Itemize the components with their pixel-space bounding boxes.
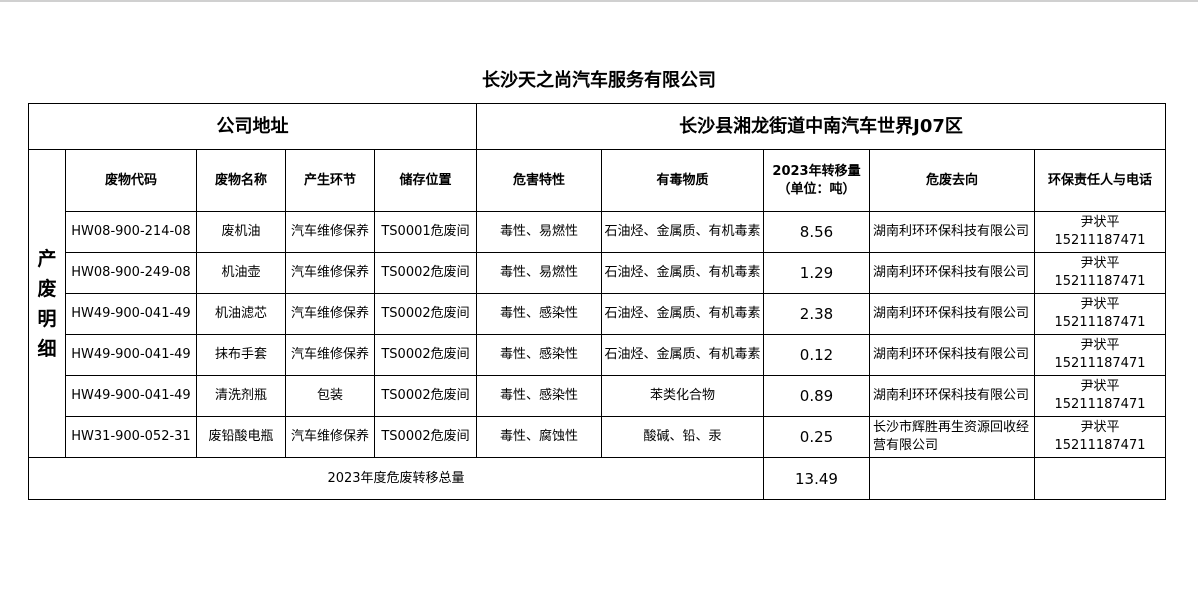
- cell-storage: TS0002危废间: [374, 375, 477, 417]
- cell-toxic: 石油烃、金属质、有机毒素: [601, 334, 764, 376]
- contact-phone: 15211187471: [1054, 438, 1146, 453]
- cell-dest: 湖南利环环保科技有限公司: [869, 334, 1035, 376]
- cell-code: HW31-900-052-31: [65, 416, 197, 458]
- cell-contact: 尹状平 15211187471: [1034, 252, 1166, 294]
- cell-storage: TS0002危废间: [374, 252, 477, 294]
- cell-hazard: 毒性、感染性: [476, 334, 602, 376]
- column-header: 2023年转移量（单位：吨）: [763, 149, 870, 212]
- cell-amount: 0.25: [763, 416, 870, 458]
- total-label: 2023年度危废转移总量: [28, 457, 764, 500]
- cell-code: HW49-900-041-49: [65, 375, 197, 417]
- cell-name: 机油壶: [196, 252, 286, 294]
- empty-cell: [869, 457, 1035, 500]
- contact-person: 尹状平: [1080, 256, 1120, 271]
- cell-hazard: 毒性、感染性: [476, 293, 602, 335]
- contact-person: 尹状平: [1080, 379, 1120, 394]
- cell-amount: 0.89: [763, 375, 870, 417]
- contact-person: 尹状平: [1080, 215, 1120, 230]
- contact-phone: 15211187471: [1054, 315, 1146, 330]
- cell-contact: 尹状平 15211187471: [1034, 211, 1166, 253]
- column-header: 危废去向: [869, 149, 1035, 212]
- cell-storage: TS0002危废间: [374, 293, 477, 335]
- table-row: HW49-900-041-49 抹布手套 汽车维修保养 TS0002危废间 毒性、感染性…: [29, 334, 1166, 376]
- cell-toxic: 石油烃、金属质、有机毒素: [601, 252, 764, 294]
- cell-dest: 湖南利环环保科技有限公司: [869, 375, 1035, 417]
- cell-code: HW08-900-214-08: [65, 211, 197, 253]
- cell-toxic: 苯类化合物: [601, 375, 764, 417]
- contact-phone: 15211187471: [1054, 397, 1146, 412]
- column-header: 废物名称: [196, 149, 286, 212]
- cell-stage: 汽车维修保养: [285, 334, 375, 376]
- column-header: 产生环节: [285, 149, 375, 212]
- cell-storage: TS0002危废间: [374, 334, 477, 376]
- cell-storage: TS0001危废间: [374, 211, 477, 253]
- cell-stage: 汽车维修保养: [285, 211, 375, 253]
- cell-dest: 湖南利环环保科技有限公司: [869, 252, 1035, 294]
- contact-person: 尹状平: [1080, 338, 1120, 353]
- cell-contact: 尹状平 15211187471: [1034, 334, 1166, 376]
- cell-dest: 湖南利环环保科技有限公司: [869, 293, 1035, 335]
- contact-phone: 15211187471: [1054, 233, 1146, 248]
- table-row: HW08-900-249-08 机油壶 汽车维修保养 TS0002危废间 毒性、易燃性石…: [29, 252, 1166, 294]
- column-header: 有毒物质: [601, 149, 764, 212]
- table-row: HW31-900-052-31 废铅酸电瓶 汽车维修保养 TS0002危废间 毒性、腐蚀…: [29, 416, 1166, 458]
- section-cell: 产废明细: [28, 149, 66, 458]
- cell-contact: 尹状平 15211187471: [1034, 416, 1166, 458]
- cell-hazard: 毒性、感染性: [476, 375, 602, 417]
- column-header: 环保责任人与电话: [1034, 149, 1166, 212]
- contact-person: 尹状平: [1080, 420, 1120, 435]
- cell-hazard: 毒性、腐蚀性: [476, 416, 602, 458]
- cell-contact: 尹状平 15211187471: [1034, 375, 1166, 417]
- cell-code: HW08-900-249-08: [65, 252, 197, 294]
- cell-amount: 8.56: [763, 211, 870, 253]
- cell-name: 抹布手套: [196, 334, 286, 376]
- section-label: 产废明细: [37, 247, 57, 360]
- cell-storage: TS0002危废间: [374, 416, 477, 458]
- cell-code: HW49-900-041-49: [65, 293, 197, 335]
- cell-dest: 湖南利环环保科技有限公司: [869, 211, 1035, 253]
- cell-hazard: 毒性、易燃性: [476, 252, 602, 294]
- cell-toxic: 石油烃、金属质、有机毒素: [601, 293, 764, 335]
- cell-name: 机油滤芯: [196, 293, 286, 335]
- empty-cell: [1034, 457, 1166, 500]
- cell-amount: 0.12: [763, 334, 870, 376]
- cell-toxic: 酸碱、铅、汞: [601, 416, 764, 458]
- cell-name: 废铅酸电瓶: [196, 416, 286, 458]
- cell-code: HW49-900-041-49: [65, 334, 197, 376]
- address-value: 长沙县湘龙街道中南汽车世界J07区: [476, 103, 1166, 150]
- contact-phone: 15211187471: [1054, 274, 1146, 289]
- waste-table: 公司地址 长沙县湘龙街道中南汽车世界J07区 产废明细 废物代码 废物名称 产生环节…: [28, 103, 1166, 500]
- cell-name: 清洗剂瓶: [196, 375, 286, 417]
- contact-phone: 15211187471: [1054, 356, 1146, 371]
- cell-toxic: 石油烃、金属质、有机毒素: [601, 211, 764, 253]
- cell-stage: 包装: [285, 375, 375, 417]
- column-header: 储存位置: [374, 149, 477, 212]
- cell-amount: 1.29: [763, 252, 870, 294]
- cell-hazard: 毒性、易燃性: [476, 211, 602, 253]
- address-label: 公司地址: [28, 103, 477, 150]
- cell-name: 废机油: [196, 211, 286, 253]
- cell-stage: 汽车维修保养: [285, 293, 375, 335]
- table-row: HW49-900-041-49 机油滤芯 汽车维修保养 TS0002危废间 毒性、感染性…: [29, 293, 1166, 335]
- total-value: 13.49: [763, 457, 870, 500]
- table-row: HW49-900-041-49 清洗剂瓶 包装 TS0002危废间 毒性、感染性 苯类化合…: [29, 375, 1166, 417]
- column-header: 废物代码: [65, 149, 197, 212]
- table-row: HW08-900-214-08 废机油 汽车维修保养 TS0001危废间 毒性、易燃性石…: [29, 211, 1166, 253]
- cell-stage: 汽车维修保养: [285, 416, 375, 458]
- column-header: 危害特性: [476, 149, 602, 212]
- cell-contact: 尹状平 15211187471: [1034, 293, 1166, 335]
- cell-amount: 2.38: [763, 293, 870, 335]
- cell-stage: 汽车维修保养: [285, 252, 375, 294]
- cell-dest: 长沙市辉胜再生资源回收经营有限公司: [869, 416, 1035, 458]
- contact-person: 尹状平: [1080, 297, 1120, 312]
- document-title: 长沙天之尚汽车服务有限公司: [482, 70, 716, 91]
